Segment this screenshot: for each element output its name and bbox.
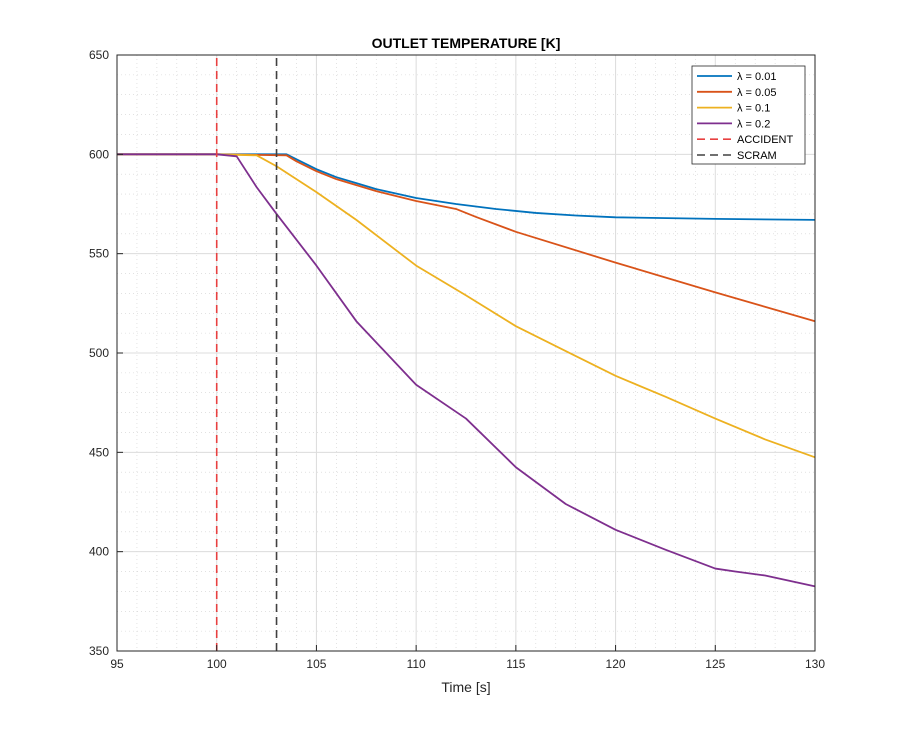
legend-label: ACCIDENT bbox=[737, 134, 794, 146]
y-tick-label: 350 bbox=[89, 644, 109, 658]
series-layer bbox=[117, 55, 816, 651]
x-axis-title: Time [s] bbox=[441, 679, 490, 695]
legend-box bbox=[691, 65, 806, 165]
legend-label: λ = 0.05 bbox=[737, 87, 776, 99]
x-tick-label: 130 bbox=[805, 657, 825, 671]
chart-title: OUTLET TEMPERATURE [K] bbox=[372, 35, 561, 51]
series-line-0-05 bbox=[117, 153, 816, 323]
y-tick-label: 550 bbox=[89, 247, 109, 261]
legend-label: SCRAM bbox=[737, 150, 777, 162]
y-tick-label: 650 bbox=[89, 48, 109, 62]
x-tick-label: 100 bbox=[207, 657, 227, 671]
x-tick-label: 110 bbox=[407, 657, 426, 671]
x-tick-label: 95 bbox=[110, 657, 124, 671]
x-tick-label: 115 bbox=[506, 657, 525, 671]
x-tick-label: 105 bbox=[306, 657, 326, 671]
legend-label: λ = 0.01 bbox=[737, 71, 776, 83]
series-line-0-01 bbox=[117, 153, 816, 221]
legend: λ = 0.01 λ = 0.05 λ = 0.1 λ = 0.2 ACCIDENT SC… bbox=[691, 65, 806, 165]
y-tick-label: 600 bbox=[89, 147, 109, 161]
legend-label: λ = 0.1 bbox=[737, 103, 770, 115]
legend-label: λ = 0.2 bbox=[737, 118, 770, 130]
y-axis: 350 400 450 500 550 600 650 bbox=[89, 48, 123, 658]
y-tick-label: 500 bbox=[89, 346, 109, 360]
series-line-0-1 bbox=[117, 153, 816, 459]
series-line-0-2 bbox=[117, 153, 816, 588]
x-axis: 95 100 105 110 115 120 125 130 bbox=[110, 645, 825, 671]
x-tick-label: 120 bbox=[606, 657, 626, 671]
y-tick-label: 450 bbox=[89, 445, 109, 459]
x-tick-label: 125 bbox=[705, 657, 725, 671]
y-tick-label: 400 bbox=[89, 545, 109, 559]
